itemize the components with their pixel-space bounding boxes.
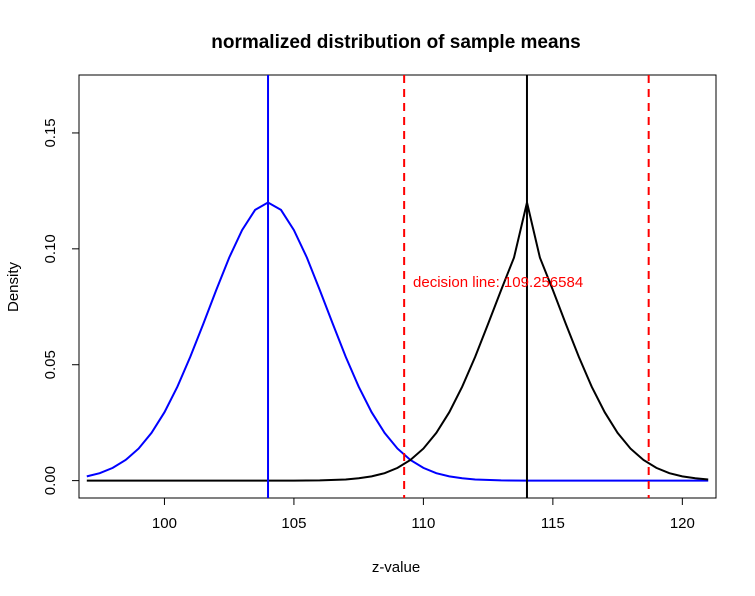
plot-area <box>86 75 709 498</box>
y-tick-label: 0.00 <box>42 466 59 495</box>
plot-frame <box>78 74 717 499</box>
x-axis: 100 105 110 115 120 <box>152 497 695 532</box>
y-tick-label: 0.10 <box>42 234 59 263</box>
density-curve-2 <box>86 202 709 482</box>
x-axis-label: z-value <box>372 559 420 576</box>
y-tick-label: 0.15 <box>42 118 59 147</box>
y-tick-label: 0.05 <box>42 350 59 379</box>
x-tick-label: 100 <box>152 515 177 532</box>
chart-title: normalized distribution of sample means <box>211 32 581 53</box>
x-tick-label: 115 <box>541 515 565 532</box>
y-axis-label: Density <box>5 261 22 312</box>
decision-line-label: decision line: 109.256584 <box>413 274 583 291</box>
x-tick-label: 110 <box>411 515 435 532</box>
y-axis: 0.00 0.05 0.10 0.15 <box>42 118 80 495</box>
annotations: decision line: 109.256584 <box>413 274 583 291</box>
x-tick-label: 105 <box>281 515 306 532</box>
density-curve-1 <box>86 201 709 482</box>
x-tick-label: 120 <box>670 515 695 532</box>
